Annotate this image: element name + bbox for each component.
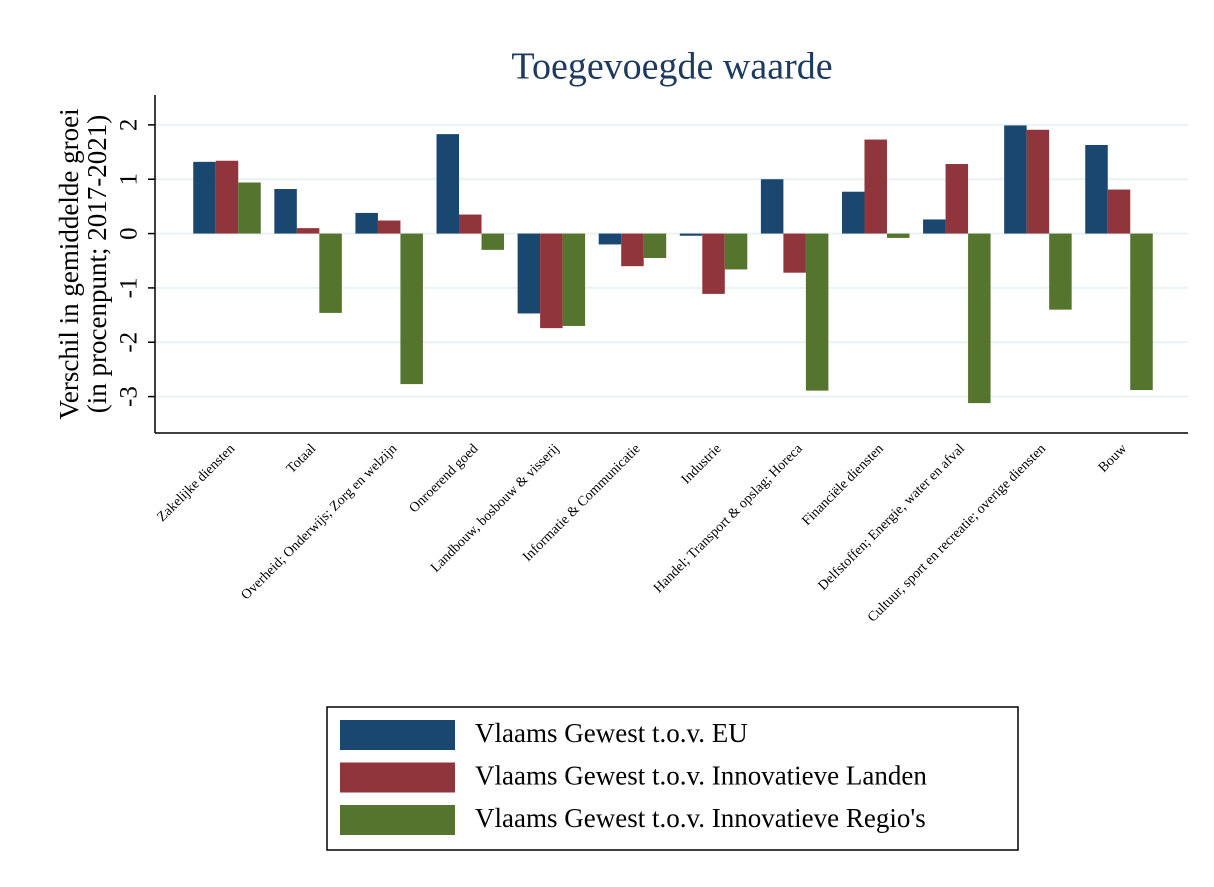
bar (805, 233, 829, 391)
bar (459, 214, 482, 234)
legend-swatch (340, 720, 455, 750)
bar (945, 164, 969, 234)
y-axis-label: (in procenpunt; 2017-2021) (82, 115, 112, 413)
bar (724, 233, 748, 270)
bar (760, 179, 784, 234)
bar (923, 219, 946, 234)
bar (643, 233, 667, 259)
y-tick-label: -1 (116, 277, 143, 298)
legend-label: Vlaams Gewest t.o.v. EU (475, 718, 748, 748)
bar (274, 189, 297, 234)
bar (841, 191, 865, 234)
bar (598, 233, 622, 245)
y-tick-label: 1 (116, 173, 143, 186)
bar (481, 233, 505, 250)
bar (1107, 189, 1131, 234)
bar (1085, 144, 1108, 234)
bar (215, 160, 239, 234)
legend-box (326, 706, 1019, 851)
y-tick-label: 2 (116, 119, 143, 131)
bar (540, 233, 563, 329)
bar (783, 233, 806, 273)
y-tick-label: -3 (116, 386, 143, 407)
bar (1026, 129, 1050, 234)
bar (1004, 125, 1027, 234)
bar (864, 139, 887, 234)
bar (400, 233, 423, 385)
bar (679, 233, 703, 236)
bar (319, 233, 342, 313)
y-tick-label: -2 (116, 332, 143, 353)
bar (886, 233, 910, 238)
bar (1049, 233, 1072, 310)
bar (517, 233, 541, 314)
bar (1130, 233, 1153, 391)
legend-label: Vlaams Gewest t.o.v. Innovatieve Regio's (475, 803, 926, 833)
bar (193, 161, 216, 234)
bar (968, 233, 991, 404)
bar (296, 228, 320, 234)
bar (238, 182, 261, 234)
bar (377, 220, 401, 234)
y-axis-label: Verschil in gemiddelde groei (54, 108, 84, 419)
legend-label: Vlaams Gewest t.o.v. Innovatieve Landen (475, 761, 927, 791)
legend-swatch (340, 762, 455, 793)
bar (355, 212, 378, 234)
bar (436, 134, 460, 234)
chart-title: Toegevoegde waarde (511, 46, 832, 88)
legend-swatch (340, 805, 455, 835)
bar (562, 233, 586, 326)
bar (621, 233, 644, 267)
y-tick-label: 0 (116, 227, 143, 240)
bar (702, 233, 725, 294)
